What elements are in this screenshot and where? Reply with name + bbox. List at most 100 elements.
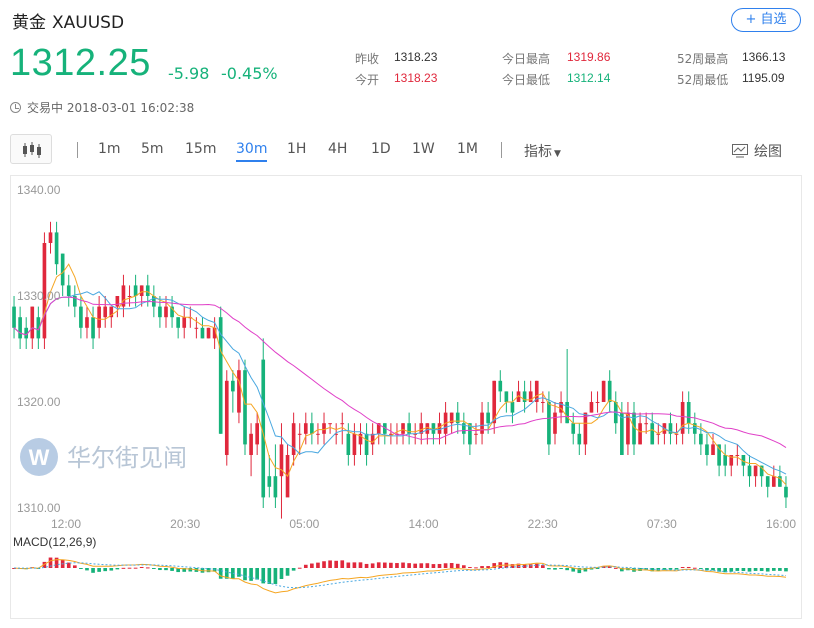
candle-body <box>741 455 746 466</box>
draw-tool-button[interactable]: 绘图 <box>732 141 782 161</box>
macd-bar <box>358 562 363 568</box>
x-tick-label: 12:00 <box>51 517 81 531</box>
candle-body <box>85 317 89 328</box>
period-15m[interactable]: 15m <box>185 141 217 157</box>
macd-bar <box>97 568 101 572</box>
candle-body <box>18 317 22 339</box>
candle-body <box>516 391 521 402</box>
period-1m[interactable]: 1m <box>98 141 121 157</box>
x-tick-label: 14:00 <box>408 517 438 531</box>
indicator-dropdown[interactable]: 指标 ▼ <box>524 141 561 161</box>
candle-body <box>279 444 284 477</box>
macd-bar <box>449 563 454 568</box>
macd-bar <box>91 568 95 573</box>
candle-body <box>686 402 691 424</box>
candle-body <box>759 465 764 477</box>
instrument-symbol: XAUUSD <box>52 13 125 33</box>
candle-body <box>541 402 545 403</box>
macd-bar <box>176 568 180 573</box>
candle-body <box>91 317 95 339</box>
period-1d[interactable]: 1D <box>371 141 391 157</box>
candle-body <box>66 285 71 296</box>
x-tick-label: 07:30 <box>647 517 677 531</box>
candle-body <box>109 306 114 318</box>
macd-bar <box>784 568 788 572</box>
macd-bar <box>620 568 624 572</box>
candle-body <box>376 423 381 434</box>
macd-bar <box>559 568 563 570</box>
macd-label: MACD(12,26,9) <box>13 535 96 549</box>
macd-bar <box>668 568 673 570</box>
macd-bar <box>291 568 296 571</box>
macd-bar <box>607 566 612 568</box>
y-tick-label: 1320.00 <box>17 395 61 409</box>
period-1h[interactable]: 1H <box>287 141 307 157</box>
period-30m[interactable]: 30m <box>236 141 268 162</box>
chart-draw-icon <box>732 144 748 158</box>
candle-body <box>224 380 229 455</box>
macd-bar <box>255 568 259 580</box>
candle-body <box>650 423 655 445</box>
chart-toolbar: 1m 5m 15m 30m 1H 4H 1D 1W 1M 指标 ▼ 绘图 <box>10 134 802 166</box>
candle-body <box>528 391 533 402</box>
macd-bar <box>170 568 174 571</box>
candle-body <box>492 380 497 424</box>
candle-body <box>407 423 411 434</box>
macd-bar <box>534 563 539 568</box>
candle-body <box>486 412 490 424</box>
macd-bar <box>364 563 369 568</box>
candle-body <box>103 306 108 318</box>
candle-body <box>437 423 442 434</box>
add-favorite-button[interactable]: + 自选 <box>731 8 801 32</box>
macd-bar <box>747 568 752 572</box>
price-change-pct: -0.45% <box>221 64 278 83</box>
ma-line-slow <box>13 296 787 449</box>
candlestick-chart[interactable]: W 华尔街见闻 1340.00 1330.00 1320.00 1310.00 12:… <box>11 176 801 618</box>
candle-body <box>778 476 782 487</box>
macd-bar <box>595 568 600 569</box>
candle-body <box>237 370 241 413</box>
macd-bar <box>249 568 253 581</box>
y-tick-label: 1330.00 <box>17 289 61 303</box>
candle-body <box>784 486 788 498</box>
period-4h[interactable]: 4H <box>328 141 348 157</box>
macd-bar <box>729 568 734 572</box>
macd-bar <box>431 564 436 568</box>
day-low-value: 1312.14 <box>567 71 611 85</box>
macd-bar <box>662 568 667 570</box>
candle-body <box>504 391 509 402</box>
candle-body <box>79 306 83 328</box>
macd-bar <box>316 562 320 568</box>
candle-body <box>553 412 557 434</box>
macd-bar <box>72 565 77 568</box>
candle-body <box>297 433 302 435</box>
candlestick-type-icon[interactable] <box>10 134 52 164</box>
candle-body <box>729 455 734 466</box>
macd-dea-line <box>13 562 787 589</box>
macd-bar <box>455 563 460 568</box>
candle-body <box>632 412 636 445</box>
period-5m[interactable]: 5m <box>141 141 164 157</box>
candle-body <box>42 243 47 339</box>
macd-bar <box>680 567 685 569</box>
macd-bar <box>443 563 448 568</box>
macd-bar <box>206 568 211 573</box>
candle-body <box>212 327 217 339</box>
macd-bar <box>310 563 314 568</box>
period-1mo[interactable]: 1M <box>457 141 478 157</box>
candle-body <box>194 327 199 329</box>
x-tick-label: 05:00 <box>289 517 319 531</box>
macd-bar <box>461 565 466 568</box>
macd-bar <box>711 568 715 571</box>
chart-area[interactable]: W 华尔街见闻 1340.00 1330.00 1320.00 1310.00 12:… <box>10 175 802 619</box>
macd-bar <box>66 562 71 568</box>
candle-body <box>547 402 551 445</box>
w52-low-value: 1195.09 <box>742 71 785 85</box>
candle-body <box>382 423 387 434</box>
prev-close-value: 1318.23 <box>394 50 438 64</box>
macd-bar <box>109 568 114 571</box>
period-1w[interactable]: 1W <box>412 141 435 157</box>
candle-body <box>498 380 503 392</box>
candle-body <box>176 317 180 328</box>
candle-body <box>115 296 120 307</box>
